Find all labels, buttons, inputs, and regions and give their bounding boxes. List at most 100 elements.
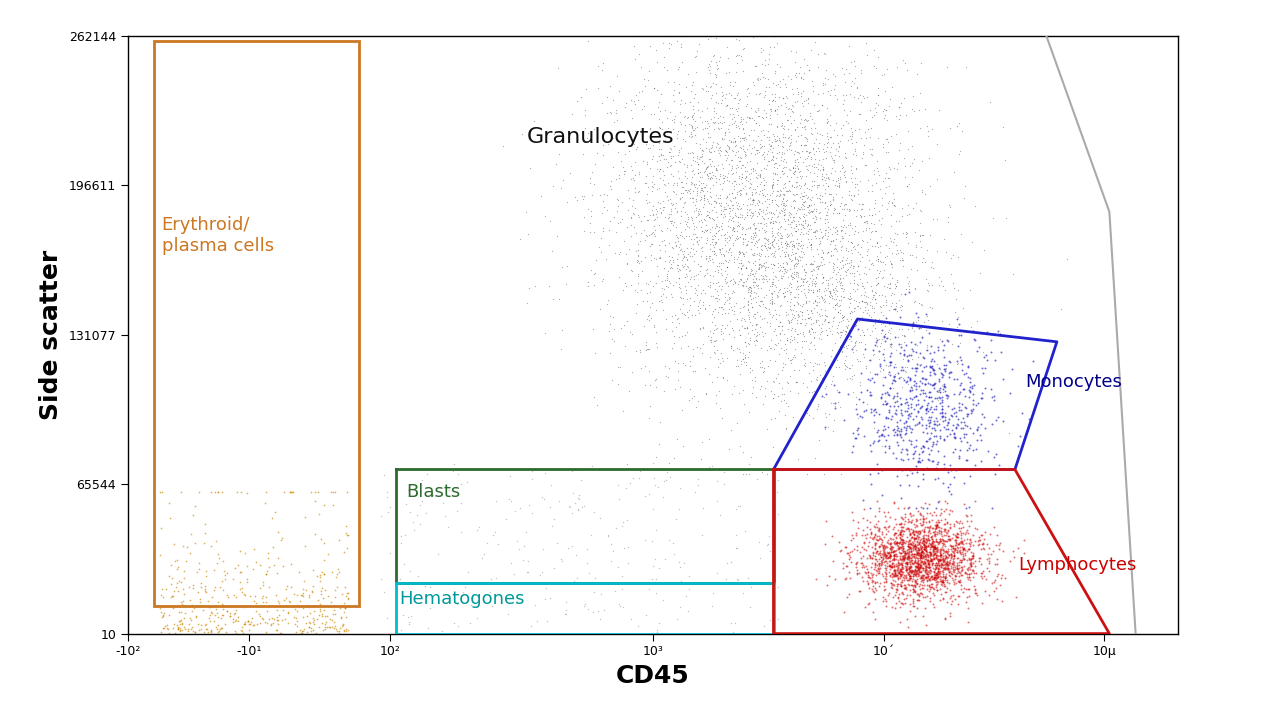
Point (893, 542, 914, 554)
Point (736, 90, 756, 102)
Point (893, 562, 914, 574)
Point (719, 303, 740, 315)
Point (914, 529, 934, 541)
Point (915, 552, 936, 563)
Point (908, 549, 928, 560)
Point (335, 590, 356, 602)
Point (869, 267, 890, 279)
Point (874, 541, 895, 553)
Point (833, 285, 854, 297)
Point (869, 247, 890, 258)
Point (535, 327, 556, 338)
Point (672, 153, 692, 165)
Point (695, 219, 716, 230)
Point (934, 557, 955, 568)
Point (371, 573, 392, 585)
Point (801, 205, 822, 217)
Point (914, 591, 934, 603)
Point (822, 162, 842, 174)
Point (401, 507, 421, 518)
Point (890, 550, 910, 562)
Point (918, 498, 938, 509)
Point (906, 544, 927, 556)
Point (575, 109, 595, 120)
Point (904, 526, 924, 538)
Point (782, 246, 803, 258)
Point (858, 374, 878, 385)
Point (814, 539, 835, 550)
Point (876, 542, 896, 554)
Point (867, 426, 887, 438)
Point (739, 88, 759, 99)
Point (844, 514, 864, 526)
Point (932, 537, 952, 549)
Point (689, 474, 709, 485)
Point (588, 400, 608, 411)
Point (269, 627, 289, 639)
Point (799, 64, 819, 76)
Point (723, 626, 744, 638)
Point (851, 541, 872, 553)
Point (934, 559, 955, 570)
Point (904, 540, 924, 552)
Point (461, 599, 481, 611)
Point (692, 148, 713, 160)
Point (888, 572, 909, 583)
Point (792, 298, 813, 310)
Point (950, 574, 970, 585)
Point (952, 539, 973, 550)
Point (297, 626, 317, 637)
Point (634, 100, 654, 112)
Point (782, 308, 803, 320)
Point (886, 549, 906, 560)
Point (929, 424, 950, 436)
Point (778, 131, 799, 143)
Point (246, 597, 266, 608)
Point (820, 397, 841, 408)
Point (905, 556, 925, 567)
Point (700, 331, 721, 343)
Point (893, 552, 914, 564)
Point (654, 104, 675, 116)
Point (803, 143, 823, 154)
Point (719, 175, 740, 186)
Point (896, 350, 916, 361)
Point (736, 170, 756, 181)
Point (212, 575, 233, 586)
Point (680, 96, 700, 107)
Point (964, 580, 984, 591)
Point (773, 182, 794, 194)
Point (689, 153, 709, 165)
Point (710, 168, 731, 179)
Point (785, 248, 805, 259)
Point (721, 556, 741, 567)
Point (836, 351, 856, 362)
Point (737, 166, 758, 177)
Point (228, 611, 248, 623)
Point (593, 149, 613, 161)
Point (763, 274, 783, 285)
Point (774, 177, 795, 189)
Point (883, 382, 904, 393)
Point (626, 346, 646, 357)
Point (942, 505, 963, 517)
Point (654, 361, 675, 372)
Point (671, 94, 691, 106)
Point (915, 572, 936, 583)
Point (922, 578, 942, 590)
Point (708, 361, 728, 373)
Point (906, 552, 927, 563)
Point (786, 225, 806, 236)
Point (845, 145, 865, 157)
Point (772, 197, 792, 208)
Point (311, 582, 332, 594)
Point (447, 505, 467, 517)
Point (791, 203, 812, 215)
Point (253, 579, 274, 590)
Point (957, 568, 978, 580)
Point (820, 199, 841, 211)
Point (908, 538, 928, 549)
Point (612, 516, 632, 528)
Point (293, 587, 314, 598)
Point (868, 567, 888, 579)
